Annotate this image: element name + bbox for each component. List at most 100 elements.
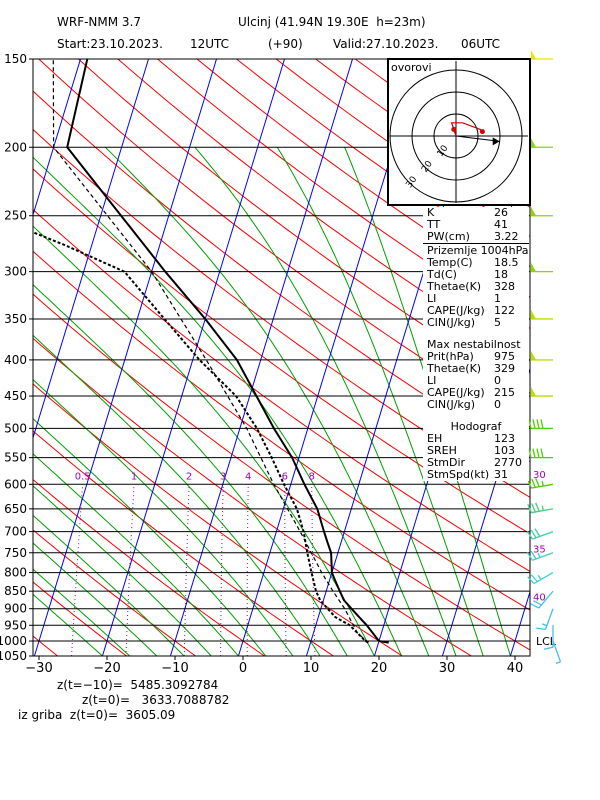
index-row: K 26 bbox=[423, 207, 529, 219]
index-value: 0 bbox=[494, 398, 501, 411]
pressure-tick-label: 300 bbox=[4, 265, 27, 279]
pressure-tick-label: 500 bbox=[4, 421, 27, 435]
station-info: Ulcinj (41.94N 19.30E h=23m) bbox=[238, 15, 426, 29]
moist-adiabat bbox=[194, 146, 457, 656]
wind-barb-feather bbox=[527, 576, 535, 585]
temperature-tick-label: 40 bbox=[507, 661, 524, 676]
isotherm bbox=[441, 367, 530, 656]
index-key: PW(cm) bbox=[427, 230, 470, 243]
stability-indices-panel: K 26 TT 41 PW(cm) 3.22 Prizemlje 1004hPa Temp… bbox=[423, 207, 529, 481]
index-value: 328 bbox=[494, 280, 515, 293]
index-value: 215 bbox=[494, 386, 515, 399]
index-value: 122 bbox=[494, 304, 515, 317]
wind-barb-feather bbox=[532, 600, 542, 606]
wind-barb bbox=[531, 206, 553, 217]
right-temperature-label: 30 bbox=[533, 470, 546, 481]
mixing-ratio-labels: 0.5 1 2 3 4 6 8 bbox=[75, 471, 315, 482]
index-row: TT 41 bbox=[423, 219, 529, 231]
surface-title: Prizemlje 1004hPa bbox=[423, 243, 529, 257]
index-value: 26 bbox=[494, 206, 508, 219]
wind-barb-feather bbox=[535, 502, 540, 512]
wind-barb bbox=[530, 590, 554, 609]
wind-barb-half-feather bbox=[555, 661, 561, 665]
mixing-ratio-lines bbox=[71, 484, 316, 656]
moist-adiabat bbox=[33, 156, 403, 656]
basic-indices: K 26 TT 41 PW(cm) 3.22 bbox=[423, 207, 529, 243]
dewpoint-profile bbox=[33, 231, 369, 644]
max-instability-title: Max nestabilnost bbox=[427, 338, 521, 351]
index-row: Prit(hPa) 975 bbox=[423, 351, 529, 363]
isotherm bbox=[33, 59, 149, 440]
temperature-tick-label: 20 bbox=[371, 661, 388, 676]
pressure-tick-label: 1050 bbox=[0, 649, 27, 663]
temperature-profile bbox=[66, 59, 389, 644]
right-temperature-label: 35 bbox=[533, 545, 546, 556]
isobars bbox=[33, 59, 530, 656]
hodograph-ring bbox=[389, 69, 523, 203]
lcl-label: LCL bbox=[536, 635, 557, 648]
pressure-tick-label: 800 bbox=[4, 566, 27, 580]
moist-adiabat bbox=[33, 542, 158, 656]
wind-barb-feather bbox=[534, 528, 541, 537]
wind-barb bbox=[531, 50, 553, 60]
mixing-ratio-label: 8 bbox=[309, 471, 315, 482]
right-temperature-labels: 30 35 40 LCL bbox=[522, 470, 557, 648]
wind-barb-feather bbox=[527, 503, 532, 513]
index-key: EH bbox=[427, 432, 443, 445]
wind-barb bbox=[531, 262, 553, 273]
wind-barb-feather bbox=[526, 552, 533, 561]
wind-barb-feather bbox=[532, 419, 536, 429]
wind-barbs bbox=[526, 50, 562, 665]
parcel-path bbox=[52, 59, 369, 643]
moist-adiabat bbox=[33, 514, 185, 656]
valid-date: Valid:27.10.2023. bbox=[333, 37, 439, 51]
moist-adiabat bbox=[105, 146, 430, 656]
wind-barb-feather bbox=[527, 479, 532, 489]
dry-adiabat bbox=[33, 430, 334, 656]
isotherm bbox=[578, 59, 600, 656]
pressure-tick-label: 900 bbox=[4, 602, 27, 616]
right-temperature-label: 40 bbox=[533, 593, 546, 604]
wind-barb-feather bbox=[528, 419, 532, 429]
moist-adiabat bbox=[33, 453, 239, 656]
wind-barb-staff bbox=[552, 640, 562, 662]
index-value: 329 bbox=[494, 362, 515, 375]
forecast-offset: (+90) bbox=[268, 37, 303, 51]
wind-barb-flag bbox=[531, 206, 536, 216]
moist-adiabat bbox=[33, 485, 212, 656]
index-key: CIN(J/kg) bbox=[427, 398, 476, 411]
mixing-ratio-label: 0.5 bbox=[75, 471, 91, 482]
index-row: Thetae(K) 329 bbox=[423, 363, 529, 375]
wind-barb-feather bbox=[543, 646, 554, 650]
storm-motion-arrowhead bbox=[492, 137, 500, 146]
index-value: 5 bbox=[494, 316, 501, 329]
hodograph-ring bbox=[433, 113, 479, 159]
wind-barb-flag bbox=[531, 50, 536, 59]
valid-hour: 06UTC bbox=[461, 37, 501, 51]
height-zero: z(t=0)= 3633.7088782 bbox=[82, 693, 230, 707]
index-row: CIN(J/kg) 5 bbox=[423, 317, 529, 329]
moist-adiabat bbox=[33, 283, 348, 656]
hodograph-end-marker bbox=[479, 129, 485, 135]
pressure-tick-label: 150 bbox=[4, 52, 27, 66]
wind-barb-feather bbox=[530, 574, 538, 583]
wind-barb-feather bbox=[540, 448, 544, 458]
index-key: SREH bbox=[427, 444, 457, 457]
pressure-axis: 150 200 250 300 350 400 450 500 550 600 650 700 750 8… bbox=[0, 52, 33, 663]
index-value: 975 bbox=[494, 350, 515, 363]
pressure-tick-label: 400 bbox=[4, 353, 27, 367]
index-value: 2770 bbox=[494, 456, 522, 469]
index-value: 41 bbox=[494, 218, 508, 231]
wind-barb bbox=[526, 528, 554, 540]
moist-adiabat bbox=[33, 334, 321, 656]
index-key: CIN(J/kg) bbox=[427, 316, 476, 329]
index-row: StmSpd(kt) 31 bbox=[423, 469, 529, 481]
wind-barb-feather bbox=[531, 503, 536, 513]
wind-barb-feather bbox=[530, 603, 540, 609]
wind-barb bbox=[531, 138, 553, 148]
index-row: Thetae(K) 328 bbox=[423, 281, 529, 293]
index-row: LI 0 bbox=[423, 375, 529, 387]
plot-frame bbox=[32, 58, 531, 657]
wind-barb bbox=[527, 502, 554, 514]
